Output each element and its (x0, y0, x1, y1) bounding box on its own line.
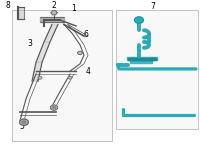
Circle shape (38, 76, 42, 79)
Polygon shape (132, 57, 152, 61)
Text: 1: 1 (72, 4, 76, 13)
Polygon shape (151, 57, 157, 60)
Polygon shape (127, 57, 133, 60)
Polygon shape (32, 62, 42, 81)
Text: 3: 3 (28, 39, 32, 48)
Text: 8: 8 (6, 1, 10, 10)
Polygon shape (40, 17, 64, 21)
Polygon shape (44, 24, 58, 42)
Text: 6: 6 (84, 30, 88, 39)
Polygon shape (128, 58, 156, 60)
Text: 2: 2 (52, 1, 56, 10)
Circle shape (78, 51, 82, 55)
Text: 4: 4 (86, 67, 90, 76)
Circle shape (68, 76, 72, 79)
Circle shape (22, 121, 26, 124)
Polygon shape (18, 7, 24, 19)
Circle shape (52, 106, 56, 109)
Polygon shape (51, 11, 57, 15)
Circle shape (50, 105, 58, 110)
Bar (12, 10, 112, 141)
Circle shape (135, 17, 143, 23)
Text: 7: 7 (151, 2, 155, 11)
Polygon shape (130, 60, 152, 63)
Polygon shape (36, 42, 50, 62)
Text: 5: 5 (20, 122, 24, 131)
Circle shape (20, 119, 28, 125)
Bar (116, 10, 198, 130)
